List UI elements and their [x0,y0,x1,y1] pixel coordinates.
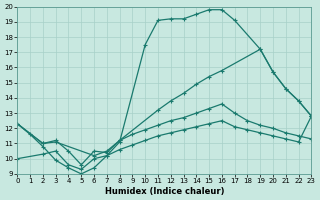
X-axis label: Humidex (Indice chaleur): Humidex (Indice chaleur) [105,187,224,196]
